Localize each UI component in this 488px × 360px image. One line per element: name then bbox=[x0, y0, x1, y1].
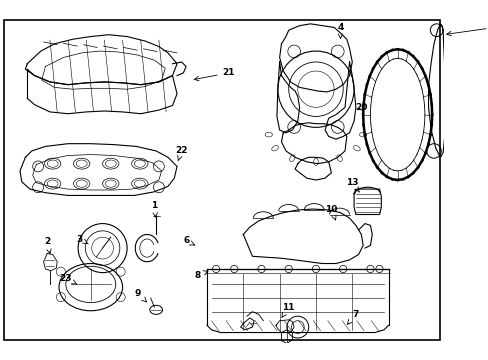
Text: 16: 16 bbox=[0, 359, 1, 360]
Text: 17: 17 bbox=[0, 359, 1, 360]
Text: 2: 2 bbox=[44, 237, 51, 253]
Text: 11: 11 bbox=[282, 303, 294, 317]
Text: 23: 23 bbox=[59, 274, 77, 284]
Text: 12: 12 bbox=[0, 359, 1, 360]
Text: 22: 22 bbox=[175, 147, 187, 161]
Text: 14: 14 bbox=[0, 359, 1, 360]
Text: 6: 6 bbox=[183, 236, 194, 245]
Text: 4: 4 bbox=[337, 23, 343, 38]
Text: 19: 19 bbox=[0, 359, 1, 360]
Text: 5: 5 bbox=[446, 23, 488, 36]
Text: 18: 18 bbox=[0, 359, 1, 360]
Text: 10: 10 bbox=[325, 204, 337, 220]
Text: 15: 15 bbox=[0, 359, 1, 360]
Text: 1: 1 bbox=[151, 201, 157, 217]
Text: 20: 20 bbox=[354, 103, 367, 112]
Text: 7: 7 bbox=[346, 310, 358, 324]
Text: 21: 21 bbox=[194, 68, 235, 81]
Text: 8: 8 bbox=[194, 271, 207, 280]
Text: 9: 9 bbox=[135, 289, 146, 302]
Text: 13: 13 bbox=[346, 178, 359, 192]
Text: 3: 3 bbox=[77, 234, 88, 244]
